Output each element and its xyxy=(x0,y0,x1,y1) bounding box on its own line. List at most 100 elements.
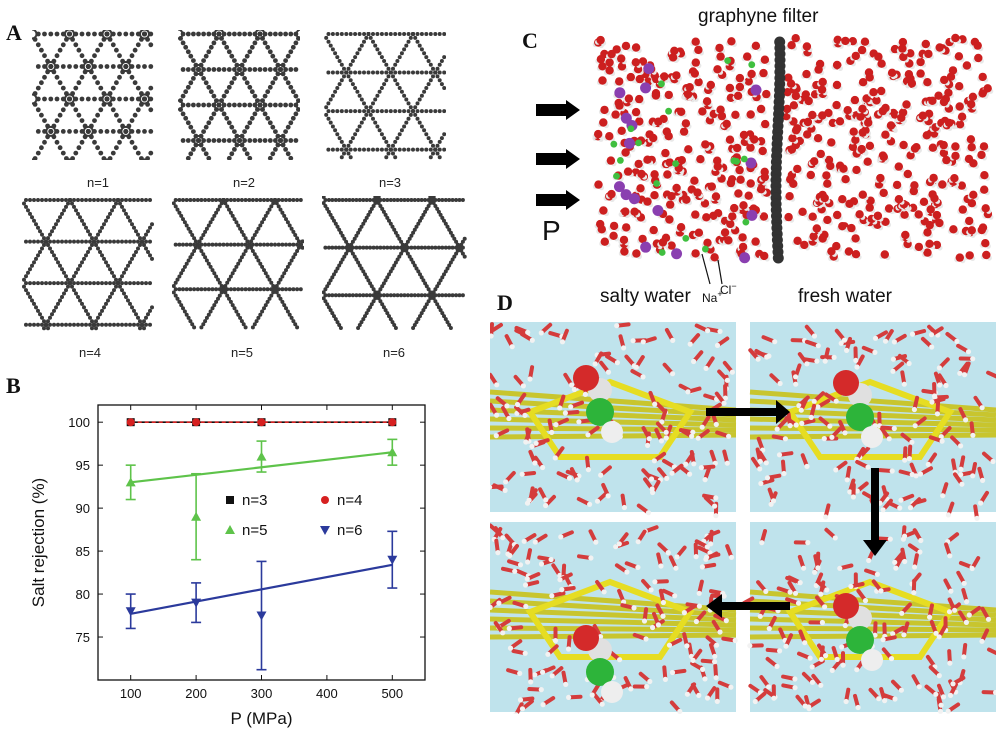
chloride-ion xyxy=(665,107,672,115)
water-molecule xyxy=(610,110,622,121)
chloride-ion xyxy=(672,160,679,168)
water-molecule xyxy=(798,240,810,251)
water-molecule xyxy=(759,119,771,130)
water-molecule xyxy=(741,52,753,63)
data-point xyxy=(126,418,135,427)
water-molecule xyxy=(693,228,705,239)
water-molecule xyxy=(701,238,714,249)
water-molecule xyxy=(943,118,955,129)
hydration-water xyxy=(601,421,623,443)
water-molecule xyxy=(934,43,946,54)
water-molecule xyxy=(734,165,746,176)
water-molecule xyxy=(920,39,932,50)
water-molecule xyxy=(790,91,802,102)
lattice-atoms xyxy=(324,32,446,160)
water-molecule xyxy=(977,72,989,83)
water-molecule xyxy=(759,55,771,66)
data-point xyxy=(387,447,398,457)
water-molecule xyxy=(603,132,615,142)
water-molecule xyxy=(877,106,889,117)
water-molecule xyxy=(721,119,733,130)
x-tick-label-4: 500 xyxy=(381,686,403,701)
water-molecule xyxy=(949,142,961,153)
water-molecule xyxy=(928,194,941,204)
sodium-ion xyxy=(620,189,632,201)
water-molecule xyxy=(738,130,750,141)
data-point xyxy=(256,611,267,621)
water-molecule xyxy=(864,141,876,152)
hydration-water xyxy=(601,681,623,703)
water-molecule xyxy=(735,175,747,186)
x-tick-label-2: 300 xyxy=(251,686,273,701)
water-molecule xyxy=(791,164,803,175)
water-molecule xyxy=(940,155,952,166)
data-point xyxy=(192,418,201,427)
water-molecule xyxy=(825,247,837,257)
lattice-label-n1: n=1 xyxy=(86,175,110,190)
water-molecule xyxy=(938,75,950,86)
legend-marker-n=3 xyxy=(226,496,234,504)
water-molecule xyxy=(975,150,988,161)
water-molecule xyxy=(848,127,860,138)
legend-label-n=5: n=5 xyxy=(242,522,267,539)
water-molecule xyxy=(731,143,743,154)
water-molecule xyxy=(933,218,945,229)
water-molecule xyxy=(839,36,851,47)
water-molecule xyxy=(713,43,726,54)
water-molecule xyxy=(921,228,934,238)
lattice-n6 xyxy=(322,196,467,330)
water-molecule xyxy=(820,171,832,181)
desalination-simulation: P graphyne filter salty water fresh wate… xyxy=(536,6,994,307)
lattice-label-n4: n=4 xyxy=(78,345,102,360)
water-molecule xyxy=(598,105,611,116)
water-molecule xyxy=(845,223,857,234)
water-molecule xyxy=(842,106,854,116)
water-molecule xyxy=(647,133,659,144)
water-molecule xyxy=(928,173,940,184)
water-molecule xyxy=(802,117,814,128)
water-molecule xyxy=(811,224,823,235)
water-molecule xyxy=(690,58,702,69)
water-molecule xyxy=(678,127,690,138)
water-molecule xyxy=(938,97,950,108)
water-molecule xyxy=(953,52,965,62)
water-molecule xyxy=(616,126,628,137)
water-molecule xyxy=(692,45,704,56)
pressure-label: P xyxy=(542,215,561,246)
water-molecule xyxy=(724,135,736,146)
sodium-ion xyxy=(614,87,626,99)
water-molecule xyxy=(597,206,609,217)
water-molecule xyxy=(596,62,608,72)
water-molecule xyxy=(977,89,989,99)
water-molecule xyxy=(748,135,760,145)
water-molecule xyxy=(657,238,669,248)
water-molecule xyxy=(726,212,738,222)
water-molecule xyxy=(661,170,673,181)
graphyne-sheet xyxy=(490,378,737,460)
water-molecule xyxy=(972,53,984,64)
water-molecule xyxy=(688,176,700,187)
water-molecule xyxy=(652,117,664,128)
sodium-ion xyxy=(640,82,652,94)
water-molecule xyxy=(690,249,702,259)
water-molecule xyxy=(605,156,617,167)
water-molecule xyxy=(908,186,920,197)
water-molecule xyxy=(864,203,876,214)
water-molecule xyxy=(783,212,795,223)
water-molecule xyxy=(850,51,862,62)
water-molecule xyxy=(633,94,645,105)
hydration-water xyxy=(833,370,859,396)
water-molecule xyxy=(689,69,701,80)
water-molecule xyxy=(893,195,905,205)
series-n=5 xyxy=(125,438,398,561)
ion-permeation-snapshots xyxy=(490,322,996,714)
lattice-n2 xyxy=(178,30,300,160)
data-point xyxy=(256,451,267,461)
water-molecule xyxy=(630,249,642,260)
water-molecule xyxy=(831,60,843,71)
water-molecule xyxy=(710,192,722,203)
water-molecule xyxy=(966,143,978,153)
water-molecule xyxy=(923,117,935,127)
water-molecule xyxy=(743,191,755,202)
lattice-label-n3: n=3 xyxy=(378,175,402,190)
